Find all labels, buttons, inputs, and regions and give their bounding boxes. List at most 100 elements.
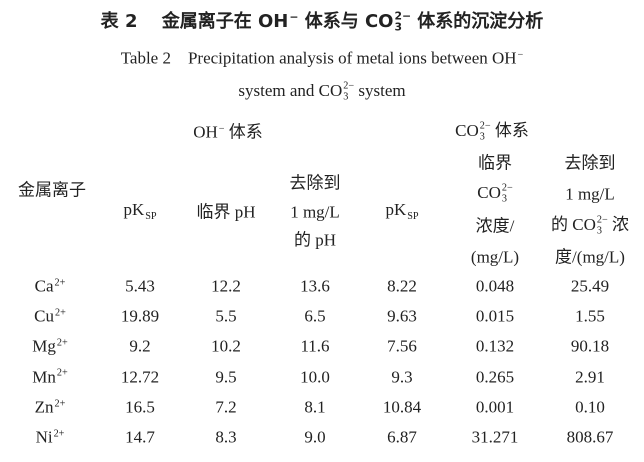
superscript: 2+ xyxy=(56,367,68,379)
text-segment: 体系 xyxy=(224,122,263,142)
text-segment: 体系 xyxy=(490,120,529,140)
text-segment: 的 CO xyxy=(551,214,596,234)
cell: 2.91 xyxy=(575,367,605,387)
row-label: Zn 2+ xyxy=(35,398,66,415)
text-segment: Cu xyxy=(34,306,54,326)
superscript: − xyxy=(289,10,299,24)
cell: 90.18 xyxy=(570,336,610,356)
column-header: 的 pH xyxy=(294,232,336,249)
text-segment: 表 2 金属离子在 OH xyxy=(100,11,289,32)
text-segment: Table 2 Precipitation analysis of metal … xyxy=(120,48,517,68)
column-header: (mg/L) xyxy=(471,249,519,266)
cell: 10.84 xyxy=(382,397,422,417)
cell: 12.72 xyxy=(120,367,160,387)
superscript: − xyxy=(517,49,524,61)
cell: 0.015 xyxy=(475,306,515,326)
cell: 8.1 xyxy=(304,397,326,417)
cell: 9.0 xyxy=(304,427,326,447)
column-header: 临界 pH xyxy=(196,204,255,221)
subscript: 3 xyxy=(479,131,485,142)
script-stack: − xyxy=(518,50,524,61)
script-stack: 2− 3 xyxy=(502,183,513,204)
text-segment: pK xyxy=(385,200,407,220)
column-header: 1 mg/L xyxy=(565,186,615,203)
script-stack: 2+ xyxy=(55,278,66,289)
superscript: 2+ xyxy=(56,337,68,349)
text-segment: 度/(mg/L) xyxy=(555,247,625,267)
cell: 9.3 xyxy=(391,367,413,387)
text-segment: 1 mg/L xyxy=(565,184,615,204)
text-segment: OH xyxy=(193,122,218,142)
cell: 19.89 xyxy=(120,306,160,326)
text-segment: 临界 pH xyxy=(196,202,256,222)
text-segment: Ca xyxy=(34,276,54,296)
text-segment: 临界 xyxy=(478,153,512,173)
text-segment: system and CO xyxy=(238,80,343,100)
cell: 13.6 xyxy=(300,276,330,296)
cell: 7.2 xyxy=(215,397,237,417)
superscript: 2− xyxy=(343,80,355,92)
text-segment: CO xyxy=(477,182,501,202)
cell: 6.5 xyxy=(304,306,326,326)
cell: 0.132 xyxy=(475,336,515,356)
text-segment: pK xyxy=(123,200,145,220)
text-segment: Ni xyxy=(35,427,53,447)
row-label: Mn 2+ xyxy=(32,368,67,385)
text-segment: 体系与 CO xyxy=(298,11,394,32)
column-header: 临界 xyxy=(478,155,512,172)
cell: 5.5 xyxy=(215,306,237,326)
row-label: Cu 2+ xyxy=(34,308,66,325)
script-stack: 2+ xyxy=(55,308,66,320)
cell: 9.5 xyxy=(215,367,237,387)
title-en: Table 2 Precipitation analysis of metal … xyxy=(121,50,524,67)
text-segment: Mg xyxy=(32,336,56,356)
column-header: pK SP xyxy=(123,201,156,223)
column-header: pK SP xyxy=(385,201,418,223)
cell: 10.0 xyxy=(300,367,330,387)
column-header: 去除到 xyxy=(290,175,341,192)
text-segment: 去除到 xyxy=(564,153,616,173)
superscript: 2− xyxy=(394,9,412,23)
script-stack: − xyxy=(219,124,225,135)
script-stack: 2+ xyxy=(54,429,65,440)
subscript: 3 xyxy=(501,193,507,204)
column-header: 1 mg/L xyxy=(290,204,340,221)
script-stack: 2− 3 xyxy=(343,81,354,102)
text-segment: (mg/L) xyxy=(470,247,520,267)
cell: 1.55 xyxy=(575,306,605,326)
cell: 0.265 xyxy=(475,367,515,387)
row-label: Ni 2+ xyxy=(36,429,65,446)
superscript: 2− xyxy=(501,182,513,194)
subscript: SP xyxy=(407,211,419,223)
column-header: 浓度/ xyxy=(476,218,515,235)
script-stack: − xyxy=(289,10,299,24)
text-segment: Mn xyxy=(32,367,56,387)
cell: 10.2 xyxy=(211,336,241,356)
superscript: 2+ xyxy=(54,277,66,289)
column-header: 去除到 xyxy=(565,155,616,172)
cell: 8.3 xyxy=(215,427,237,447)
script-stack: 2+ xyxy=(56,367,68,380)
column-header: 的 CO 2− 3 浓 xyxy=(551,215,629,236)
cell: 0.10 xyxy=(575,397,605,417)
text-segment: system xyxy=(354,80,406,100)
text-segment: 体系的沉淀分析 xyxy=(411,11,544,32)
script-stack: 2+ xyxy=(56,337,68,350)
title-cn: 表 2 金属离子在 OH − 体系与 CO 2− 3 体系的沉淀分析 xyxy=(100,9,544,34)
cell: 8.22 xyxy=(387,276,417,296)
cell: 11.6 xyxy=(300,336,330,356)
group-header: OH − 体系 xyxy=(193,124,263,141)
column-header: CO 2− 3 xyxy=(477,183,512,204)
cell: 9.2 xyxy=(129,336,151,356)
cell: 9.63 xyxy=(387,306,417,326)
script-stack: SP xyxy=(407,211,419,223)
row-label: Ca 2+ xyxy=(35,278,66,295)
text-segment: Zn xyxy=(34,397,54,417)
row-header: 金属离子 xyxy=(18,180,86,200)
text-segment: 的 pH xyxy=(293,230,337,250)
subscript: SP xyxy=(145,211,157,223)
subscript: 3 xyxy=(343,91,349,102)
subscript: 3 xyxy=(394,21,402,34)
row-label: Mg 2+ xyxy=(32,338,67,355)
